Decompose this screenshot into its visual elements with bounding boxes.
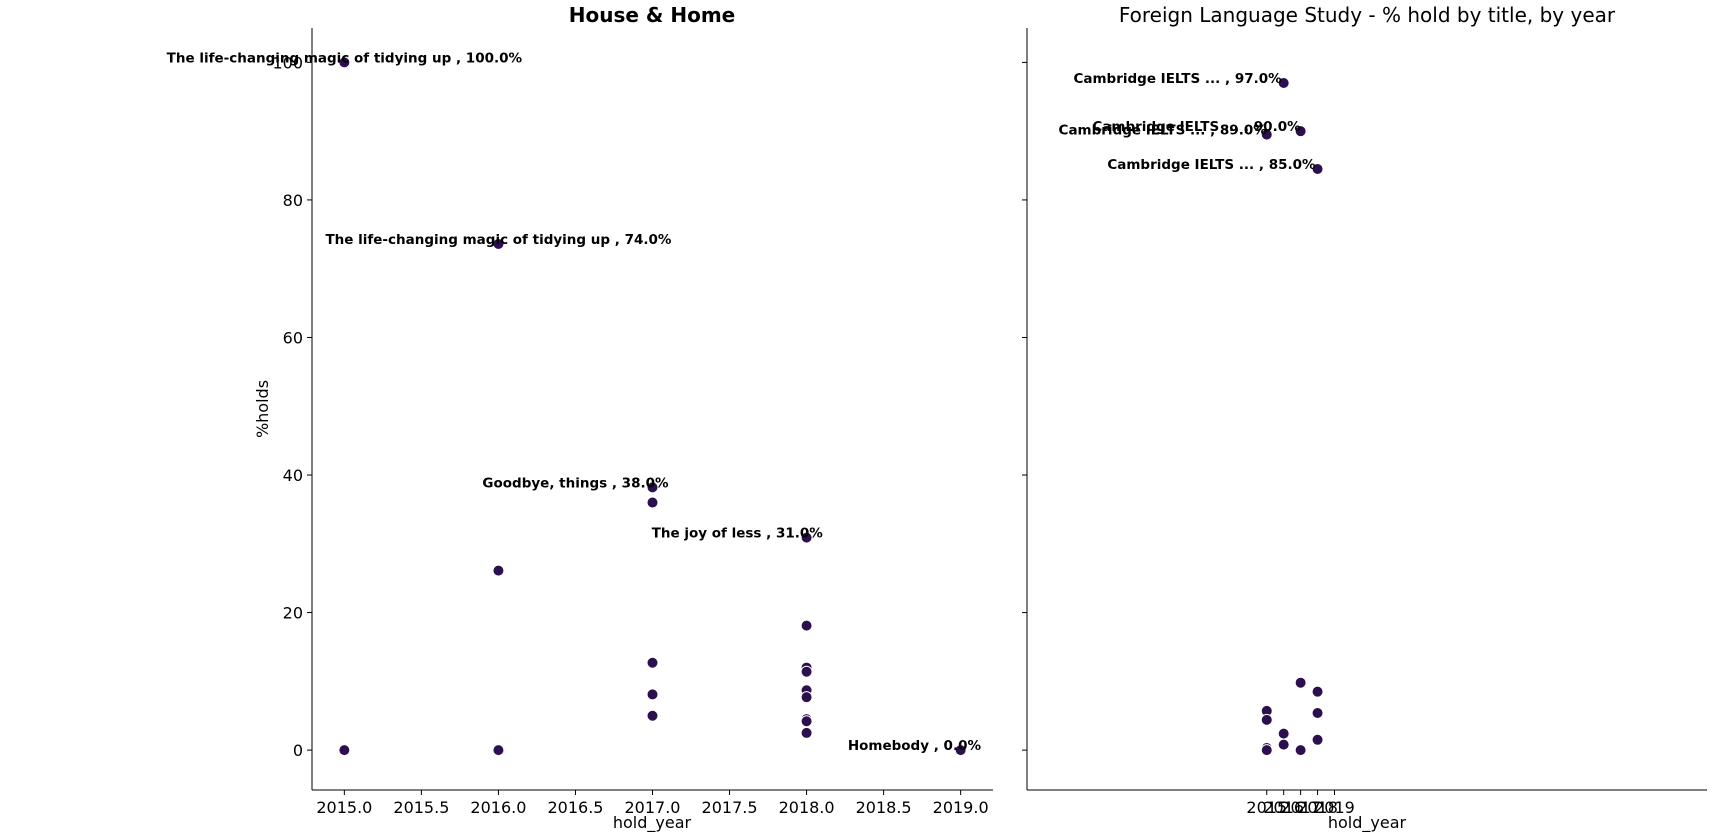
data-point [800,665,813,678]
data-point [646,709,659,722]
data-point [1311,162,1324,175]
annotation-label: Cambridge IELTS ... , 85.0% [1107,157,1316,173]
data-point [1277,77,1290,90]
data-point [800,619,813,632]
data-point [1294,676,1307,689]
y-tick-label: 40 [283,466,303,485]
y-ticks: 0 20 40 60 80 100 [272,53,312,760]
data-point [492,744,505,757]
x-tick-label: 2016.0 [470,798,526,817]
data-point [800,691,813,704]
data-points [338,56,967,757]
data-point [1311,685,1324,698]
data-point [646,688,659,701]
y-tick-label: 60 [283,328,303,347]
chart-title: House & Home [569,3,735,27]
x-tick-label: 2018 [1297,798,1338,817]
data-points [1260,77,1324,757]
data-point [1277,738,1290,751]
x-tick-label: 2019 [1314,798,1355,817]
chart-title: Foreign Language Study - % hold by title… [1119,3,1616,27]
y-tick-label: 0 [293,741,303,760]
data-point [492,564,505,577]
y-tick-label: 20 [283,604,303,623]
x-tick-label: 2018.0 [779,798,835,817]
data-point [1311,706,1324,719]
data-point [1260,713,1273,726]
x-tick-label: 2015.5 [393,798,449,817]
x-tick-label: 2018.5 [856,798,912,817]
data-point [1294,744,1307,757]
x-tick-label: 2017 [1280,798,1321,817]
data-point [1311,733,1324,746]
house-home-chart: House & Home 2015.0 2015.5 2016.0 2016.5 201… [167,3,993,833]
data-point [954,744,967,757]
annotation-label: Cambridge IELTS ... , 90.0% [1092,119,1301,135]
annotations: Cambridge IELTS ... , 97.0% Cambridge IEL… [1059,71,1316,173]
x-axis-label: hold_year [613,813,692,833]
x-tick-label: 2017.5 [702,798,758,817]
x-tick-label: 2016 [1263,798,1304,817]
data-point [800,726,813,739]
data-point [1260,744,1273,757]
y-tick-label: 80 [283,191,303,210]
data-point [646,481,659,494]
data-point [1294,125,1307,138]
x-tick-label: 2019.0 [933,798,989,817]
annotation-label: Homebody , 0.0% [848,738,982,754]
x-tick-label: 2017.0 [625,798,681,817]
data-point [646,496,659,509]
x-tick-label: 2015.0 [316,798,372,817]
x-ticks: 2015.0 2015.5 2016.0 2016.5 2017.0 2017.5 2018… [316,790,989,817]
annotation-label: Cambridge IELTS ... , 97.0% [1073,71,1282,87]
annotations: The life-changing magic of tidying up , … [167,50,982,754]
annotation-label: Cambridge IELTS ... , 89.0% [1059,123,1268,139]
data-point [338,56,351,69]
data-point [1260,128,1273,141]
foreign-language-chart: Foreign Language Study - % hold by title… [1022,3,1707,833]
data-point [338,744,351,757]
x-tick-label: 2015 [1246,798,1287,817]
annotation-label: The joy of less , 31.0% [652,526,824,542]
annotation-label: The life-changing magic of tidying up , … [325,232,671,248]
y-tick-label: 100 [272,53,303,72]
data-point [800,531,813,544]
y-axis-label: %holds [253,380,272,438]
x-tick-label: 2016.5 [547,798,603,817]
data-point [1277,727,1290,740]
data-point [800,715,813,728]
data-point [492,237,505,250]
x-axis-label: hold_year [1328,813,1407,833]
y-ticks [1022,61,1027,751]
annotation-label: The life-changing magic of tidying up , … [167,50,523,66]
annotation-label: Goodbye, things , 38.0% [482,475,669,491]
data-point [646,656,659,669]
